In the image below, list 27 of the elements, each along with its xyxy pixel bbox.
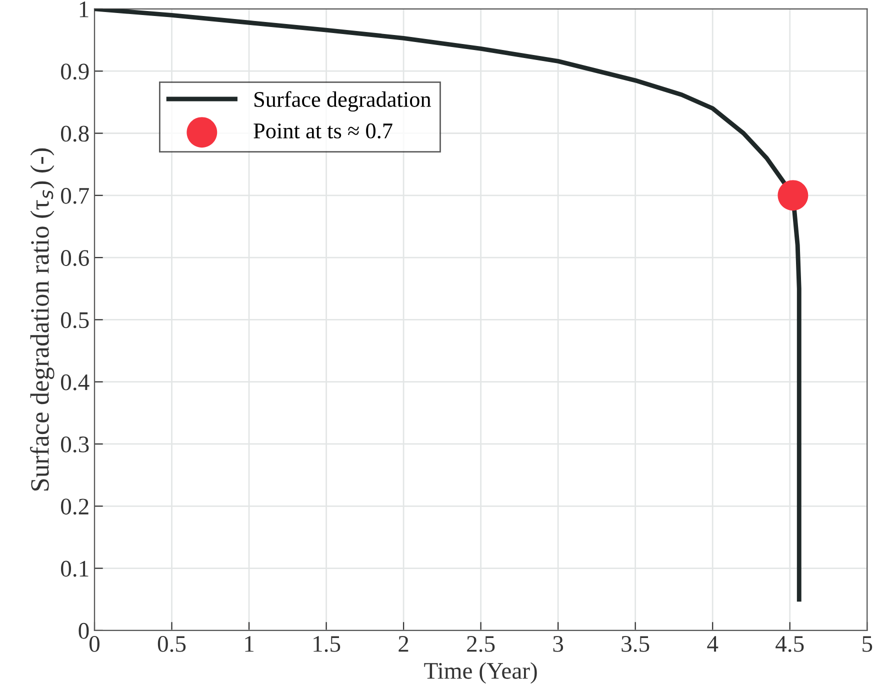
line-series [94, 8, 802, 602]
y-tick-label: 0.5 [61, 312, 89, 328]
y-tick-label: 0.2 [61, 498, 88, 515]
x-tick-label: 0 [89, 636, 100, 652]
x-tick-label: 3 [553, 636, 564, 652]
legend-label: Surface degradation [254, 91, 431, 112]
x-tick-label: 2 [398, 636, 408, 652]
y-tick-label: 0.3 [61, 436, 89, 453]
y-tick-label: 0.8 [61, 126, 89, 142]
y-tick-label: 0.9 [61, 64, 89, 80]
x-tick-label: 5 [862, 636, 872, 652]
y-tick-label: 0.4 [61, 374, 90, 390]
x-axis-title: Time (Year) [424, 662, 537, 684]
y-tick-label: 0.6 [61, 250, 89, 266]
y-tick-label: 0 [78, 622, 89, 639]
x-tick-label: 3.5 [622, 636, 650, 652]
x-tick-label: 4 [707, 636, 718, 652]
y-tick-label: 1 [80, 2, 88, 18]
legend-label: Point at ts ≈ 0.7 [254, 123, 392, 139]
y-axis-title: Surface degradation ratio (τ$_{s}$) (-) [30, 148, 54, 491]
x-tick-label: 2.5 [467, 636, 495, 652]
y-tick-label: 0.1 [61, 560, 88, 577]
y-tick-label: 0.7 [61, 188, 89, 204]
x-tick-label: 4.5 [776, 636, 804, 652]
x-tick-label: 1.5 [314, 636, 340, 652]
x-tick-label: 0.5 [158, 636, 186, 652]
x-tick-label: 1 [245, 636, 254, 652]
